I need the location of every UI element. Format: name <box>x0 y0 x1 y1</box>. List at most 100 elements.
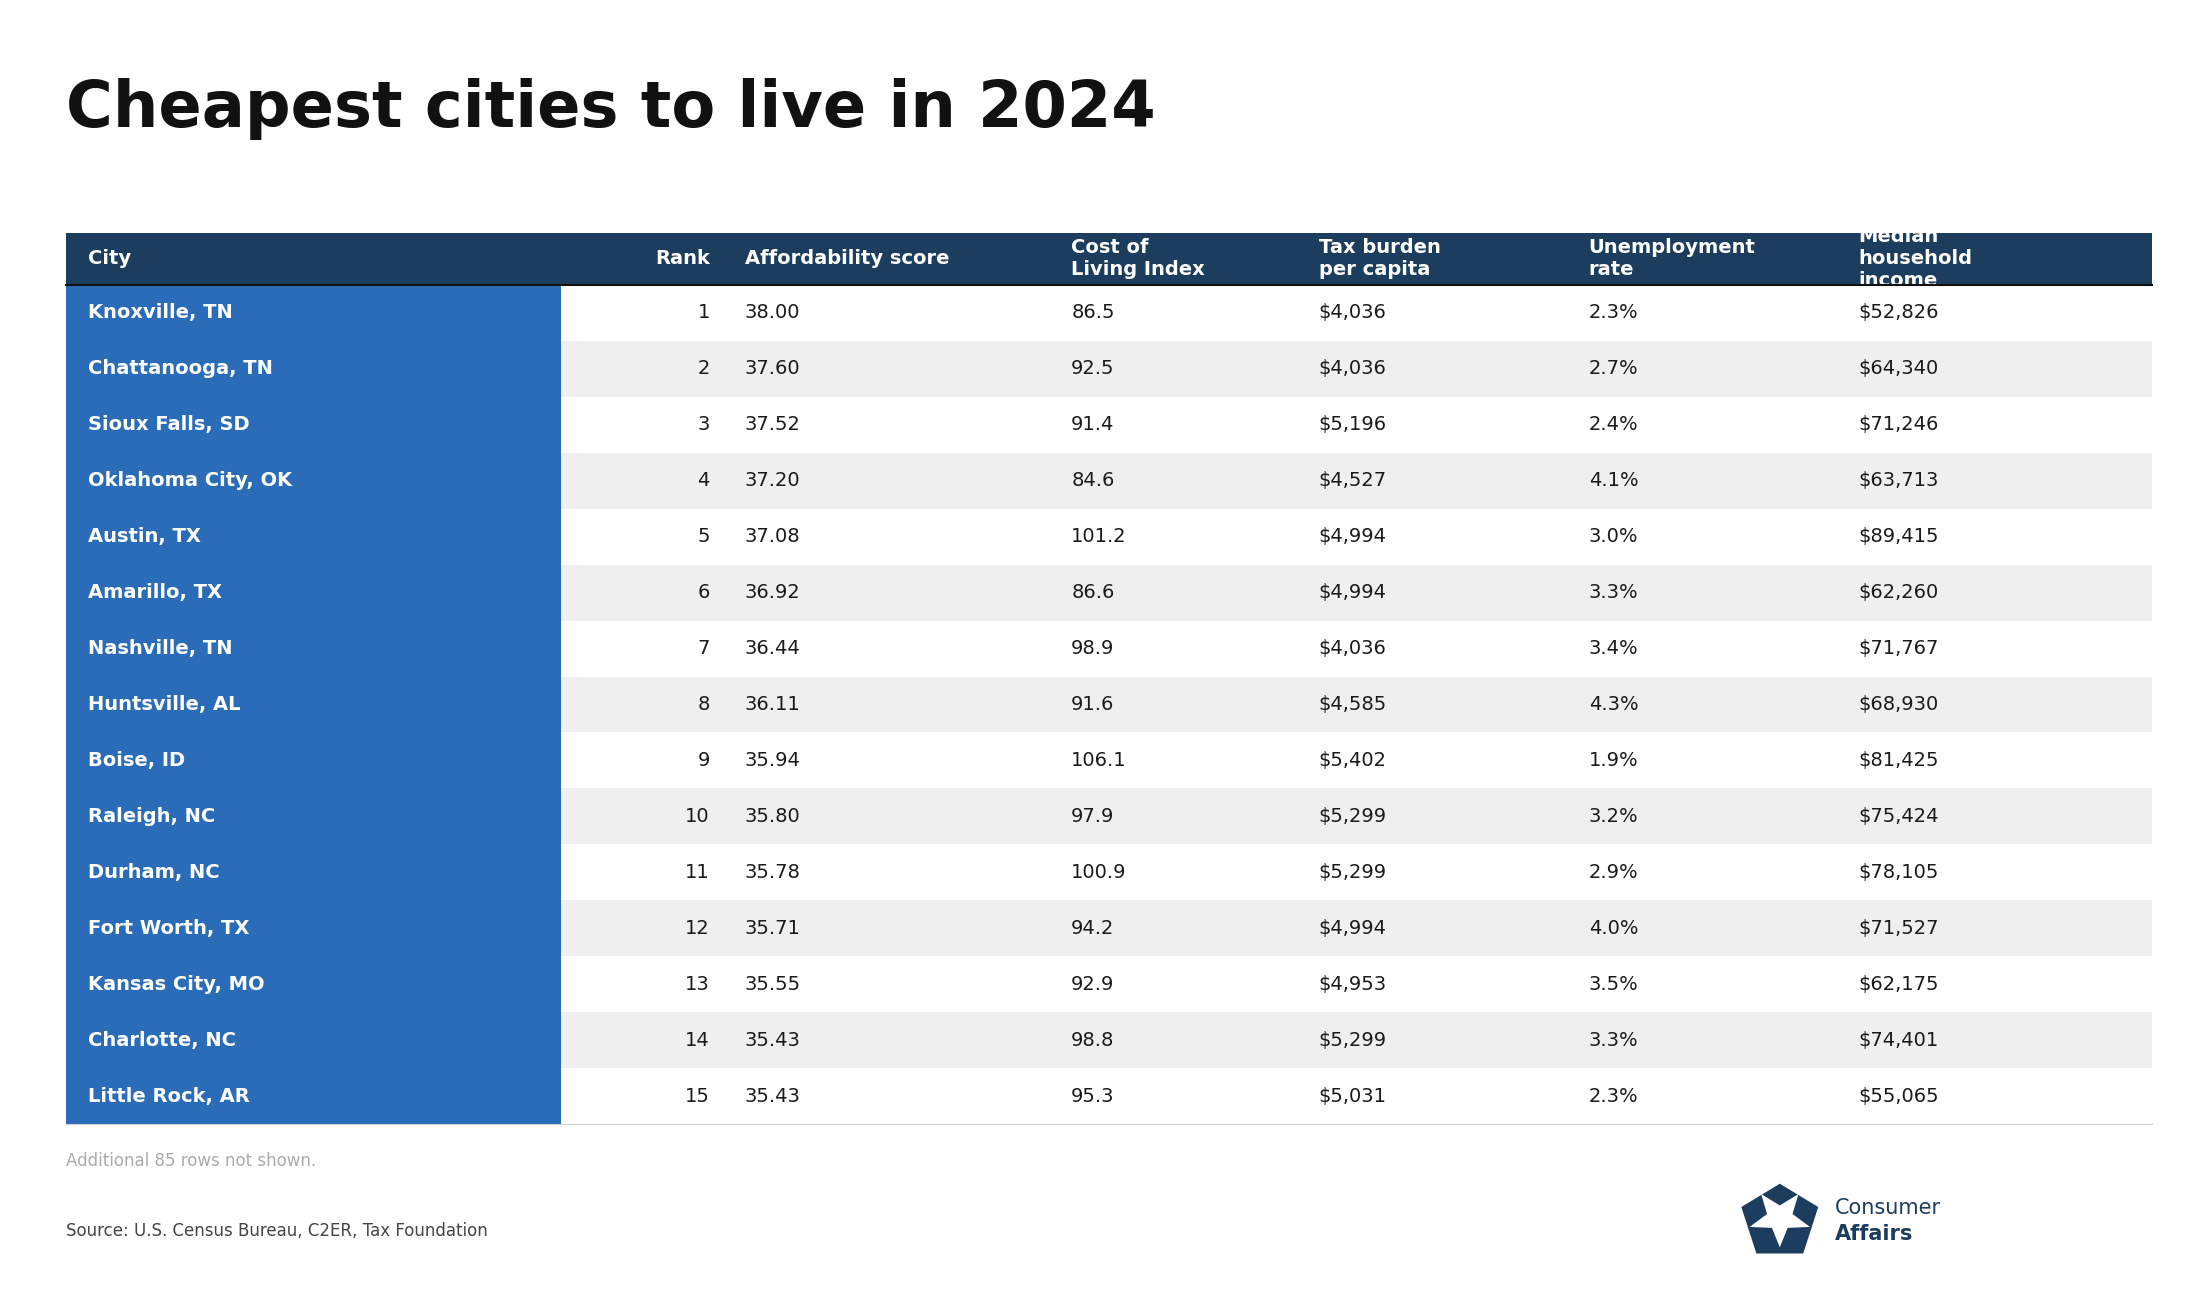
Text: $5,299: $5,299 <box>1318 863 1386 882</box>
Text: 11: 11 <box>684 863 711 882</box>
Text: $5,031: $5,031 <box>1318 1087 1386 1106</box>
Text: 86.6: 86.6 <box>1071 583 1115 602</box>
Text: $4,994: $4,994 <box>1318 527 1386 547</box>
Text: 1.9%: 1.9% <box>1588 751 1639 770</box>
Text: $4,953: $4,953 <box>1318 974 1386 994</box>
Text: Fort Worth, TX: Fort Worth, TX <box>88 919 249 938</box>
Text: 35.43: 35.43 <box>746 1031 801 1049</box>
Text: 12: 12 <box>684 919 711 938</box>
Text: 7: 7 <box>697 640 711 658</box>
Text: Sioux Falls, SD: Sioux Falls, SD <box>88 415 249 434</box>
Text: 9: 9 <box>697 751 711 770</box>
Text: $4,994: $4,994 <box>1318 919 1386 938</box>
Text: 4.0%: 4.0% <box>1588 919 1639 938</box>
Text: 101.2: 101.2 <box>1071 527 1126 547</box>
Text: $74,401: $74,401 <box>1859 1031 1938 1049</box>
Text: $5,402: $5,402 <box>1318 751 1386 770</box>
Text: $71,246: $71,246 <box>1859 415 1938 434</box>
Text: 100.9: 100.9 <box>1071 863 1126 882</box>
Text: 35.94: 35.94 <box>746 751 801 770</box>
Text: 35.71: 35.71 <box>746 919 801 938</box>
Text: $71,767: $71,767 <box>1859 640 1938 658</box>
Text: Rank: Rank <box>656 249 711 269</box>
Text: $4,527: $4,527 <box>1318 472 1386 490</box>
Text: City: City <box>88 249 132 269</box>
Text: 95.3: 95.3 <box>1071 1087 1115 1106</box>
Text: Chattanooga, TN: Chattanooga, TN <box>88 359 273 379</box>
Text: Tax burden
per capita: Tax burden per capita <box>1318 238 1441 279</box>
Text: Affairs: Affairs <box>1835 1224 1914 1244</box>
Text: 3: 3 <box>697 415 711 434</box>
Text: 35.80: 35.80 <box>746 808 801 826</box>
Text: 4.3%: 4.3% <box>1588 695 1639 714</box>
Text: $75,424: $75,424 <box>1859 808 1938 826</box>
Text: 3.3%: 3.3% <box>1588 583 1639 602</box>
Text: $63,713: $63,713 <box>1859 472 1938 490</box>
Text: Consumer: Consumer <box>1835 1198 1940 1218</box>
Text: Huntsville, AL: Huntsville, AL <box>88 695 240 714</box>
Text: Durham, NC: Durham, NC <box>88 863 220 882</box>
Text: Amarillo, TX: Amarillo, TX <box>88 583 222 602</box>
Text: 91.6: 91.6 <box>1071 695 1115 714</box>
Text: 3.3%: 3.3% <box>1588 1031 1639 1049</box>
Text: $78,105: $78,105 <box>1859 863 1938 882</box>
Text: Affordability score: Affordability score <box>746 249 950 269</box>
Text: $64,340: $64,340 <box>1859 359 1938 379</box>
Text: 86.5: 86.5 <box>1071 304 1115 323</box>
Text: 2.3%: 2.3% <box>1588 304 1639 323</box>
Text: Cheapest cities to live in 2024: Cheapest cities to live in 2024 <box>66 78 1155 140</box>
Text: 5: 5 <box>697 527 711 547</box>
Polygon shape <box>1749 1194 1811 1247</box>
Text: 35.55: 35.55 <box>746 974 801 994</box>
Text: 4.1%: 4.1% <box>1588 472 1639 490</box>
Text: 97.9: 97.9 <box>1071 808 1115 826</box>
Text: Raleigh, NC: Raleigh, NC <box>88 808 216 826</box>
Text: 4: 4 <box>697 472 711 490</box>
Text: Nashville, TN: Nashville, TN <box>88 640 233 658</box>
Text: $4,994: $4,994 <box>1318 583 1386 602</box>
Text: 84.6: 84.6 <box>1071 472 1115 490</box>
Text: $4,585: $4,585 <box>1318 695 1386 714</box>
Text: 37.52: 37.52 <box>746 415 801 434</box>
Text: 2.9%: 2.9% <box>1588 863 1639 882</box>
Text: 8: 8 <box>697 695 711 714</box>
Text: Unemployment
rate: Unemployment rate <box>1588 238 1756 279</box>
Text: 3.4%: 3.4% <box>1588 640 1639 658</box>
Text: Additional 85 rows not shown.: Additional 85 rows not shown. <box>66 1152 317 1171</box>
Text: 106.1: 106.1 <box>1071 751 1126 770</box>
Text: Knoxville, TN: Knoxville, TN <box>88 304 233 323</box>
Text: 3.5%: 3.5% <box>1588 974 1639 994</box>
Text: Austin, TX: Austin, TX <box>88 527 200 547</box>
Text: 98.9: 98.9 <box>1071 640 1115 658</box>
Text: $71,527: $71,527 <box>1859 919 1938 938</box>
Text: $5,196: $5,196 <box>1318 415 1386 434</box>
Text: 37.20: 37.20 <box>746 472 801 490</box>
Text: $62,175: $62,175 <box>1859 974 1938 994</box>
Text: Oklahoma City, OK: Oklahoma City, OK <box>88 472 293 490</box>
Text: 1: 1 <box>697 304 711 323</box>
Text: 36.44: 36.44 <box>746 640 801 658</box>
Text: $89,415: $89,415 <box>1859 527 1938 547</box>
Text: 38.00: 38.00 <box>746 304 801 323</box>
Text: $5,299: $5,299 <box>1318 1031 1386 1049</box>
Text: 98.8: 98.8 <box>1071 1031 1115 1049</box>
Text: $52,826: $52,826 <box>1859 304 1938 323</box>
Text: 91.4: 91.4 <box>1071 415 1115 434</box>
Text: $55,065: $55,065 <box>1859 1087 1938 1106</box>
Text: 37.60: 37.60 <box>746 359 801 379</box>
Text: 92.9: 92.9 <box>1071 974 1115 994</box>
Text: Boise, ID: Boise, ID <box>88 751 185 770</box>
Text: 13: 13 <box>684 974 711 994</box>
Polygon shape <box>1742 1183 1817 1253</box>
Text: $5,299: $5,299 <box>1318 808 1386 826</box>
Text: $62,260: $62,260 <box>1859 583 1938 602</box>
Text: 2.3%: 2.3% <box>1588 1087 1639 1106</box>
Text: 35.43: 35.43 <box>746 1087 801 1106</box>
Text: 6: 6 <box>697 583 711 602</box>
Text: 94.2: 94.2 <box>1071 919 1115 938</box>
Text: 10: 10 <box>684 808 711 826</box>
Text: $4,036: $4,036 <box>1318 359 1386 379</box>
Text: Median
household
income: Median household income <box>1859 227 1973 291</box>
Text: 2.4%: 2.4% <box>1588 415 1639 434</box>
Text: $81,425: $81,425 <box>1859 751 1938 770</box>
